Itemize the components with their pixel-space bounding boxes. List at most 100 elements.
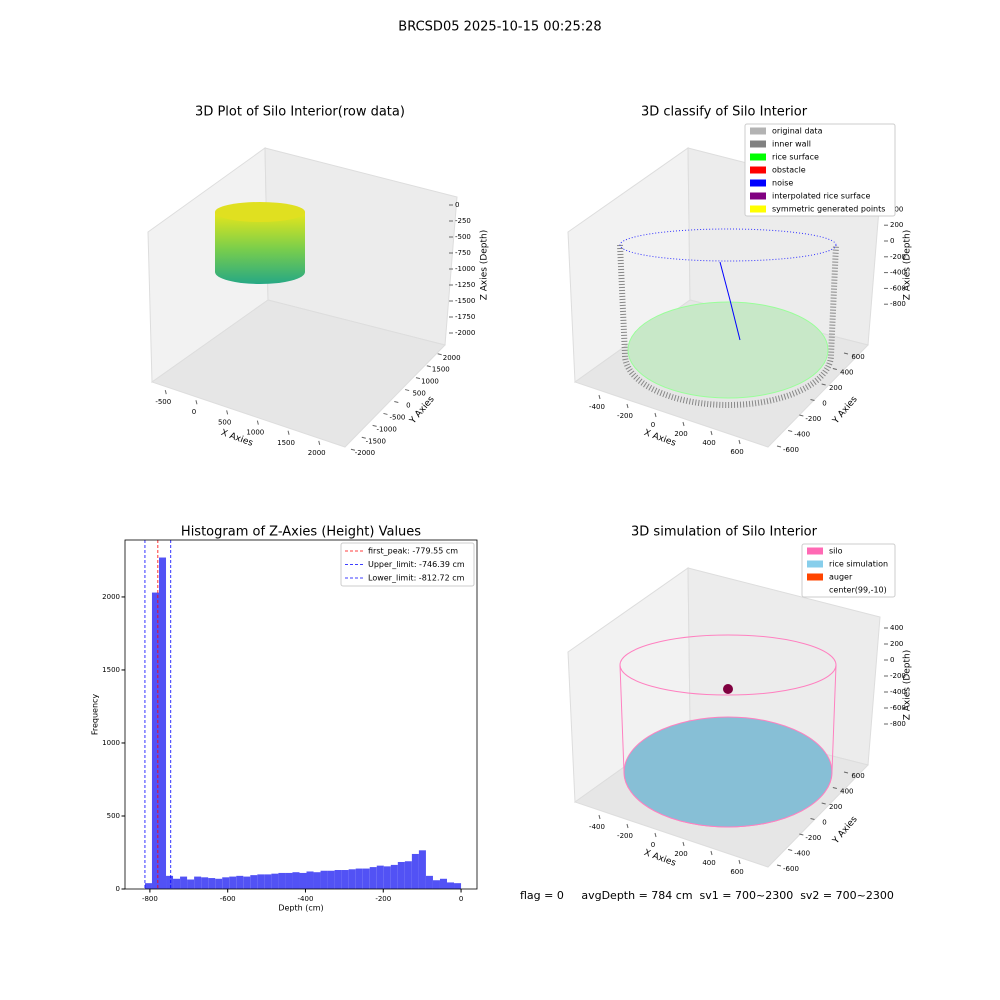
x-tick-label: -200: [375, 895, 391, 903]
bar: [299, 872, 307, 889]
legend-label: symmetric generated points: [772, 205, 885, 214]
z-axis-label: Z Axies (Depth): [903, 230, 913, 301]
bar: [320, 870, 328, 889]
bar: [355, 868, 363, 889]
legend-swatch: [807, 573, 823, 581]
y-tick-label: -2000: [355, 449, 375, 457]
y-tick-label: 1500: [432, 366, 450, 374]
y-tick: [843, 771, 849, 774]
x-tick: [710, 850, 713, 856]
y-tick-label: 200: [829, 803, 842, 811]
bar: [383, 866, 391, 889]
y-tick-label: -400: [794, 431, 810, 439]
z-tick-label: 400: [890, 205, 903, 213]
x-tick: [626, 823, 629, 829]
x-tick-label: 600: [730, 868, 743, 876]
y-tick-label: 0: [822, 400, 826, 408]
bar: [390, 864, 398, 889]
y-tick: [776, 864, 782, 867]
y-axis-label: Frequency: [91, 694, 100, 736]
y-tick-label: 2000: [443, 354, 461, 362]
bar: [432, 880, 440, 889]
z-tick-label: 400: [890, 624, 903, 632]
z-axis-label: Z Axies (Depth): [480, 230, 490, 301]
y-tick-label: 1000: [102, 739, 120, 747]
x-tick: [195, 400, 198, 405]
bar: [341, 870, 349, 889]
bar: [446, 882, 455, 889]
wall: [617, 244, 839, 408]
x-tick: [287, 430, 290, 435]
y-tick-label: -200: [805, 415, 821, 423]
x-tick: [738, 859, 741, 865]
x-tick-label: 0: [651, 421, 655, 429]
bar: [271, 873, 279, 889]
legend-swatch: [750, 205, 766, 213]
x-axis-label: Depth (cm): [278, 904, 323, 913]
z-tick-label: -750: [455, 249, 471, 257]
y-tick: [394, 401, 399, 403]
x-tick: [598, 814, 601, 820]
legend-swatch: [750, 192, 766, 200]
y-tick-label: 0: [822, 819, 826, 827]
z-tick-label: -800: [890, 720, 906, 728]
z-tick-label: -1000: [455, 265, 475, 273]
y-tick-label: -1500: [366, 437, 386, 445]
bar: [292, 872, 300, 889]
z-tick-label: -600: [890, 704, 906, 712]
x-tick-label: 200: [674, 430, 687, 438]
y-tick-label: 500: [412, 390, 425, 398]
y-tick-label: 600: [851, 353, 864, 361]
bar: [411, 853, 419, 889]
y-axis-label: Y Axies: [830, 814, 859, 846]
x-axis-label: X Axies: [642, 428, 677, 449]
y-tick-label: 200: [829, 384, 842, 392]
bar: [454, 883, 462, 889]
bar: [158, 557, 167, 889]
legend-label: interpolated rice surface: [772, 192, 870, 201]
legend-box: [801, 543, 896, 598]
bar: [278, 872, 286, 889]
y-tick: [426, 365, 431, 368]
legend-label: inner wall: [772, 140, 811, 149]
y-tick: [405, 389, 410, 392]
bar: [418, 850, 426, 889]
legend-label: center(99,-10): [829, 586, 887, 595]
y-tick: [788, 430, 793, 432]
y-tick-label: -200: [805, 834, 821, 842]
bar: [362, 868, 370, 889]
y-tick-label: 0: [116, 885, 120, 893]
x-tick-label: -200: [617, 412, 633, 420]
bar: [257, 874, 265, 889]
noise: [719, 261, 741, 341]
auger: [723, 684, 733, 694]
bar: [425, 875, 433, 889]
legend-box: [340, 542, 475, 587]
x-tick-label: 500: [218, 418, 231, 426]
bar: [151, 592, 159, 889]
y-tick: [788, 849, 793, 851]
legend-swatch: [807, 560, 823, 568]
bar: [348, 869, 356, 889]
legend-swatch: [750, 153, 766, 161]
bar: [313, 872, 321, 889]
z-tick-label: -400: [890, 269, 906, 277]
bar: [144, 883, 152, 889]
z-tick-label: -200: [890, 253, 906, 261]
y-tick-label: 2000: [102, 593, 120, 601]
x-tick: [598, 394, 601, 400]
x-tick-label: -200: [617, 832, 633, 840]
y-tick: [832, 368, 837, 370]
z-tick-label: -600: [890, 284, 906, 292]
x-tick: [256, 420, 259, 425]
x-tick: [682, 841, 685, 847]
legend-label: rice simulation: [829, 560, 888, 569]
y-tick: [821, 383, 826, 386]
x-tick: [626, 403, 629, 409]
x-tick-label: 400: [702, 859, 715, 867]
x-axis-label: X Axies: [642, 848, 677, 869]
rice: [623, 716, 833, 828]
x-tick: [654, 832, 657, 838]
y-tick: [821, 802, 826, 805]
legend-swatch: [750, 179, 766, 187]
